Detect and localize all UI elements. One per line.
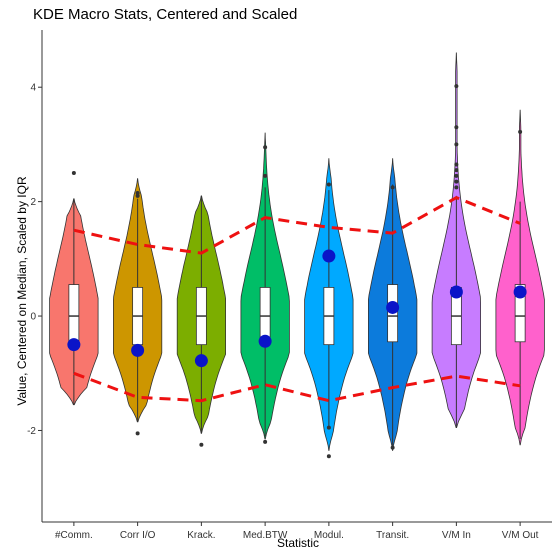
outlier-point [263,145,268,150]
observed-point [131,343,145,357]
observed-point [449,285,463,299]
chart-title: KDE Macro Stats, Centered and Scaled [33,6,297,23]
outlier-point [263,173,268,178]
x-tick-label: Med.BTW [243,530,288,541]
outlier-point [71,171,76,176]
outlier-point [326,182,331,187]
upper-band-line [73,195,521,255]
outlier-point [454,185,459,190]
outlier-point [454,168,459,173]
outlier-point [454,179,459,184]
y-tick-label: 4 [30,83,36,94]
x-tick-label: Corr I/O [120,530,156,541]
outlier-point [390,185,395,190]
x-axis: #Comm. Corr I/O Krack. Med.BTW Modul. Transit… [42,521,552,541]
box [68,284,80,343]
observed-point [322,249,336,263]
y-tick-label: -2 [27,426,36,437]
observed-point [67,338,81,352]
outlier-point [390,445,395,450]
lower-band-line [73,371,521,403]
outlier-point [135,431,140,436]
y-axis: -2 0 2 4 [27,30,43,522]
observed-point [194,354,208,368]
x-tick-label: Modul. [314,530,344,541]
outlier-point [454,84,459,89]
outlier-point [135,191,140,196]
x-axis-label: Statistic [277,536,319,550]
outlier-point [199,442,204,447]
x-tick-label: Transit. [376,530,409,541]
outlier-point [454,125,459,130]
outlier-point [135,193,140,198]
outlier-point [263,439,268,444]
x-tick-label: V/M Out [502,530,539,541]
x-tick-label: #Comm. [55,530,93,541]
box [514,284,526,343]
outlier-point [518,129,523,134]
outlier-point [454,162,459,167]
plot-area [49,52,545,459]
y-tick-label: 2 [30,197,36,208]
outlier-point [454,173,459,178]
y-axis-label: Value, Centered on Median, Scaled by IQR [15,176,29,406]
observed-point [386,300,400,314]
outlier-point [326,454,331,459]
outlier-point [454,142,459,147]
y-tick-label: 0 [30,312,36,323]
outlier-point [326,425,331,430]
observed-point [258,334,272,348]
observed-point [513,285,527,299]
x-tick-label: V/M In [442,530,471,541]
x-tick-label: Krack. [187,530,215,541]
